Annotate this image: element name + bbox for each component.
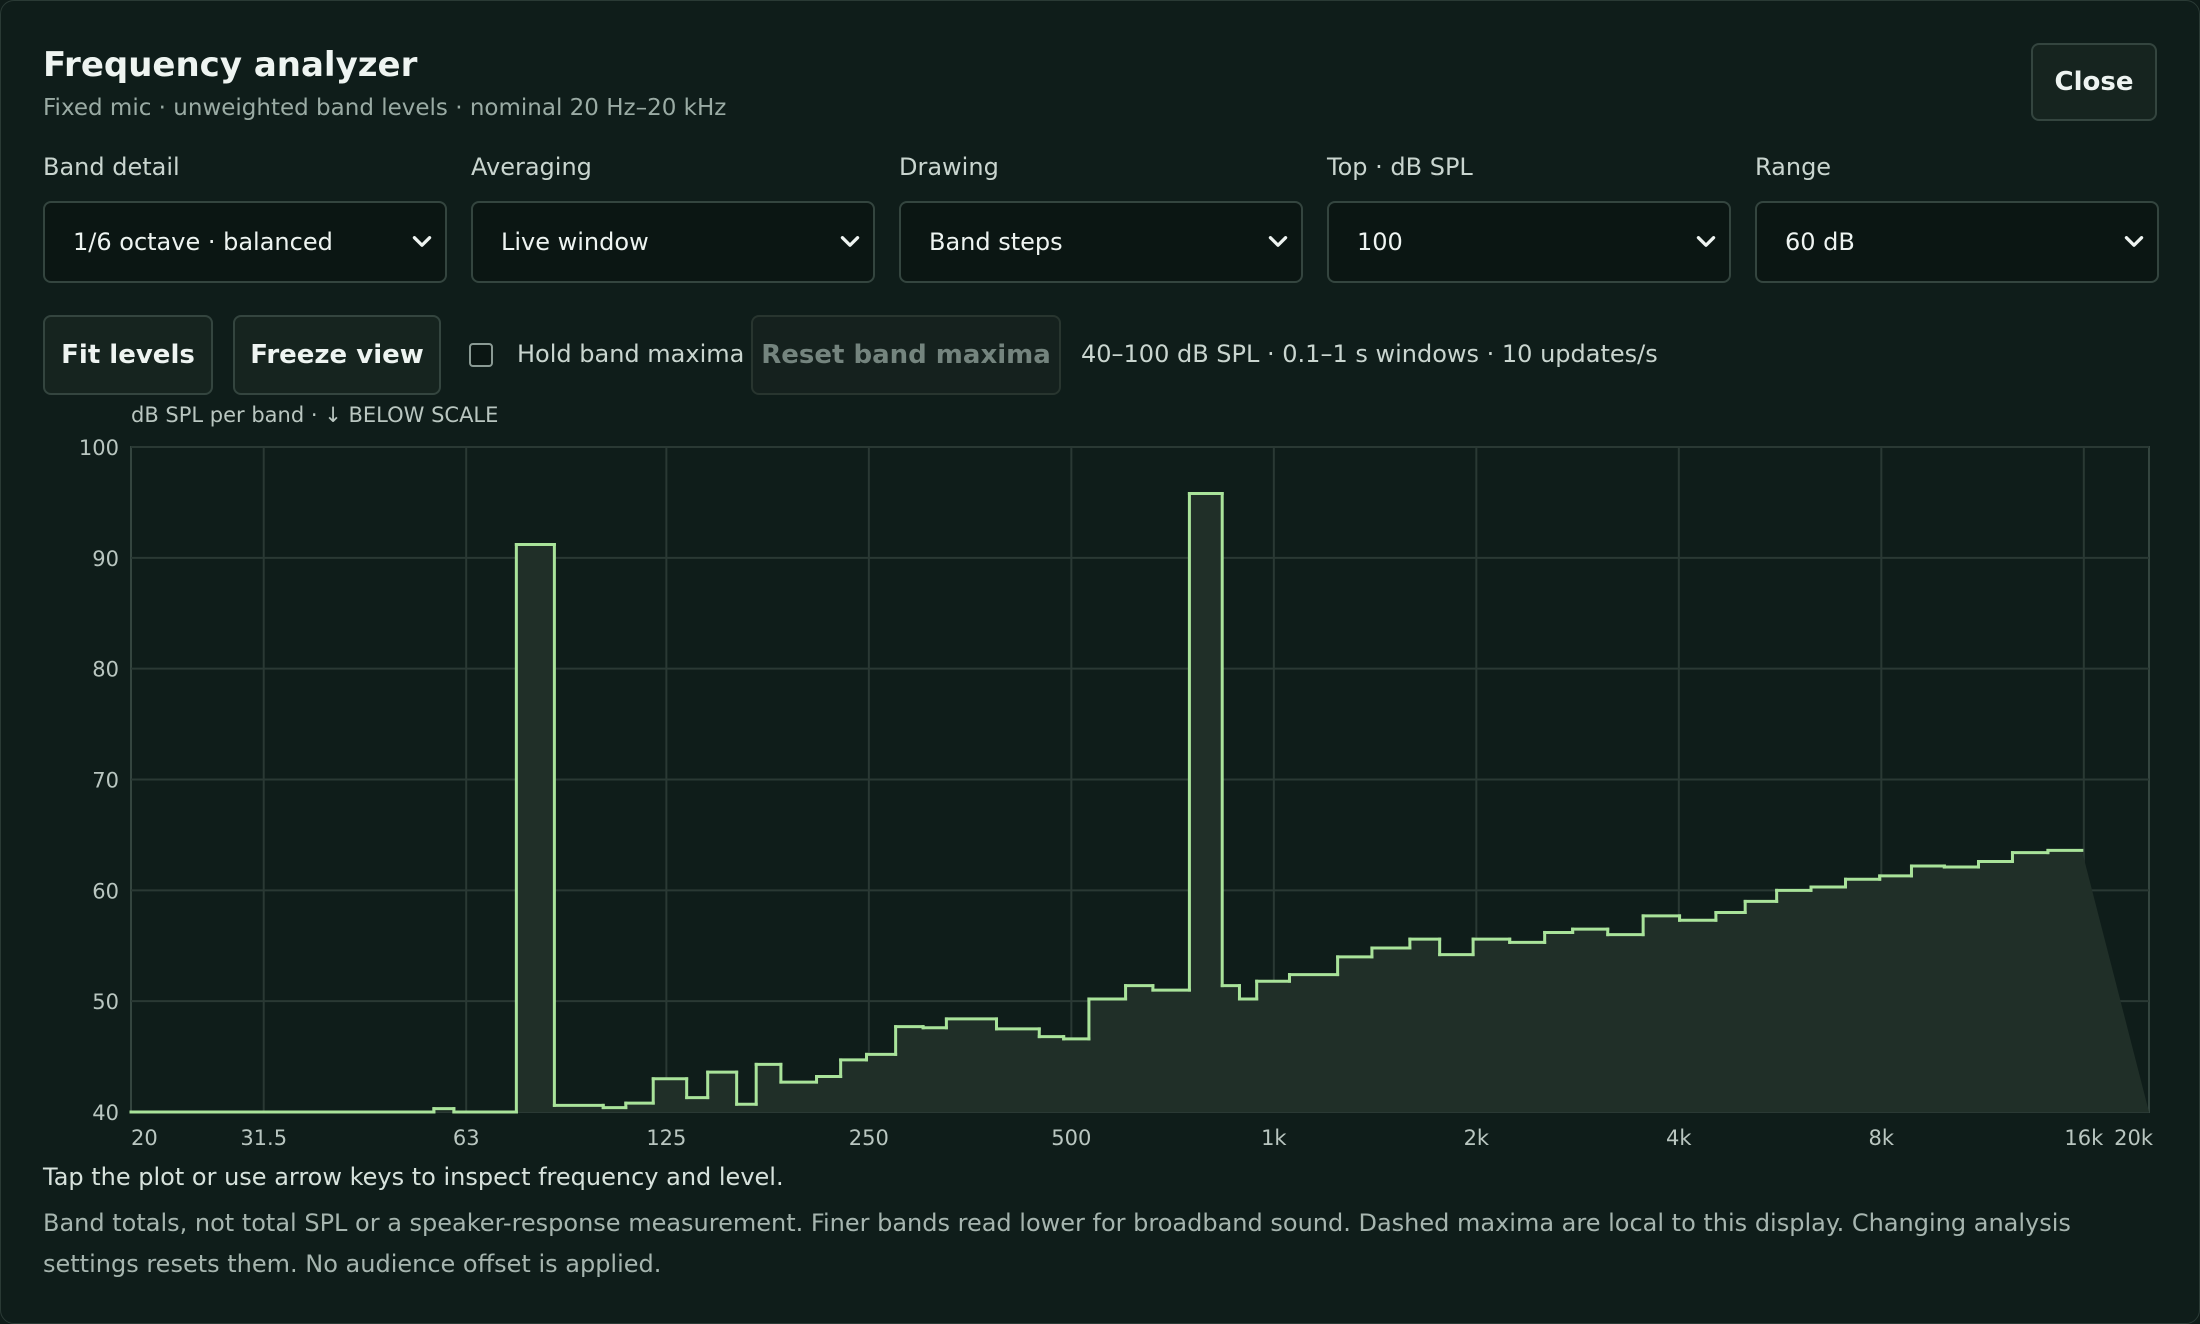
dialog-title: Frequency analyzer [43, 45, 418, 85]
x-tick-label: 8k [1869, 1126, 1895, 1150]
hold-band-maxima-checkbox[interactable] [469, 343, 493, 367]
freeze-view-button[interactable]: Freeze view [233, 315, 441, 395]
x-tick-label: 500 [1051, 1126, 1091, 1150]
x-tick-label: 16k [2064, 1126, 2104, 1150]
chevron-down-icon [2124, 236, 2144, 247]
x-tick-label: 2k [1464, 1126, 1490, 1150]
top-db-label: Top · dB SPL [1327, 153, 1473, 181]
fit-levels-button[interactable]: Fit levels [43, 315, 213, 395]
disclaimer-note: Band totals, not total SPL or a speaker-… [43, 1209, 2071, 1278]
spectrum-chart[interactable]: 100 90 80 70 60 50 40 20 31.5 63 125 250 500 1k 2k 4k 8… [1, 1, 2200, 1161]
y-tick-label: 100 [79, 436, 119, 460]
chevron-down-icon [1696, 236, 1716, 247]
chevron-down-icon [1268, 236, 1288, 247]
y-tick-label: 80 [92, 658, 119, 682]
help-text: Tap the plot or use arrow keys to inspec… [43, 1163, 784, 1191]
dialog-subtitle: Fixed mic · unweighted band levels · nom… [43, 95, 727, 121]
y-tick-label: 60 [92, 879, 119, 903]
top-db-value: 100 [1357, 228, 1403, 256]
band-detail-select[interactable]: 1/6 octave · balanced [43, 201, 447, 283]
y-tick-label: 70 [92, 769, 119, 793]
averaging-select[interactable]: Live window [471, 201, 875, 283]
averaging-value: Live window [501, 228, 649, 256]
drawing-select[interactable]: Band steps [899, 201, 1303, 283]
chevron-down-icon [840, 236, 860, 247]
status-text: 40–100 dB SPL · 0.1–1 s windows · 10 upd… [1081, 340, 1658, 368]
band-detail-value: 1/6 octave · balanced [73, 228, 333, 256]
reset-band-maxima-button: Reset band maxima [751, 315, 1061, 395]
band-detail-label: Band detail [43, 153, 180, 181]
y-tick-label: 90 [92, 547, 119, 571]
x-tick-label: 125 [646, 1126, 686, 1150]
x-tick-label: 250 [849, 1126, 889, 1150]
x-tick-label: 63 [453, 1126, 480, 1150]
spectrum-bands [129, 492, 2084, 1114]
range-select[interactable]: 60 dB [1755, 201, 2159, 283]
range-value: 60 dB [1785, 228, 1855, 256]
hold-band-maxima-label[interactable]: Hold band maxima [517, 340, 745, 368]
y-axis-note: dB SPL per band · ↓ BELOW SCALE [131, 403, 499, 427]
y-tick-label: 50 [92, 990, 119, 1014]
spectrum-area [131, 493, 2149, 1112]
top-db-select[interactable]: 100 [1327, 201, 1731, 283]
y-axis-ticks: 100 90 80 70 60 50 40 [79, 436, 119, 1125]
x-axis-ticks: 20 31.5 63 125 250 500 1k 2k 4k 8k 16k 20k [131, 1126, 2154, 1150]
x-tick-label: 1k [1261, 1126, 1287, 1150]
x-tick-label: 20k [2114, 1126, 2154, 1150]
x-tick-label: 31.5 [240, 1126, 287, 1150]
range-label: Range [1755, 153, 1832, 181]
drawing-label: Drawing [899, 153, 999, 181]
y-tick-label: 40 [92, 1101, 119, 1125]
x-tick-label: 4k [1666, 1126, 1692, 1150]
close-button[interactable]: Close [2031, 43, 2157, 121]
chevron-down-icon [412, 236, 432, 247]
x-tick-label: 20 [131, 1126, 158, 1150]
averaging-label: Averaging [471, 153, 592, 181]
drawing-value: Band steps [929, 228, 1063, 256]
